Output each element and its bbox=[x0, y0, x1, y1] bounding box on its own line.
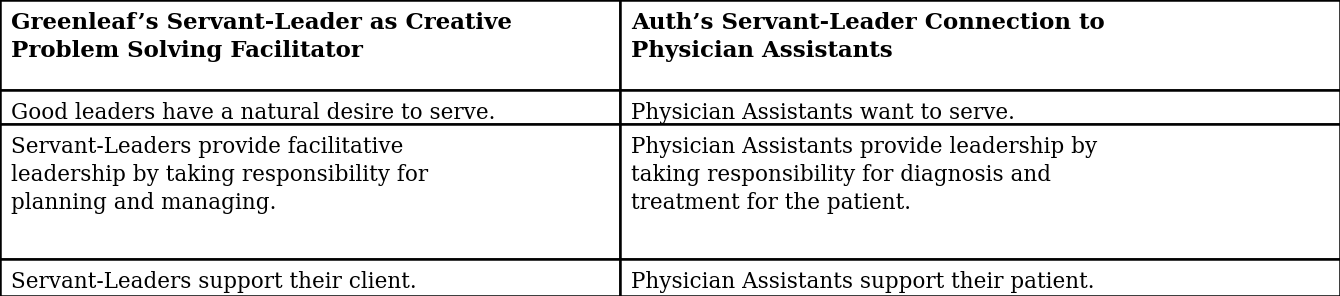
Text: Physician Assistants provide leadership by
taking responsibility for diagnosis a: Physician Assistants provide leadership … bbox=[631, 136, 1097, 214]
Bar bbox=[620, 124, 1340, 259]
Text: Physician Assistants want to serve.: Physician Assistants want to serve. bbox=[631, 102, 1014, 124]
Text: Servant-Leaders provide facilitative
leadership by taking responsibility for
pla: Servant-Leaders provide facilitative lea… bbox=[11, 136, 427, 214]
Text: Physician Assistants support their patient.: Physician Assistants support their patie… bbox=[631, 271, 1095, 293]
Text: Auth’s Servant-Leader Connection to
Physician Assistants: Auth’s Servant-Leader Connection to Phys… bbox=[631, 12, 1106, 62]
Text: Greenleaf’s Servant-Leader as Creative
Problem Solving Facilitator: Greenleaf’s Servant-Leader as Creative P… bbox=[11, 12, 512, 62]
Text: Servant-Leaders support their client.: Servant-Leaders support their client. bbox=[11, 271, 417, 293]
Bar bbox=[620, 0, 1340, 90]
Bar bbox=[620, 259, 1340, 296]
Text: Good leaders have a natural desire to serve.: Good leaders have a natural desire to se… bbox=[11, 102, 494, 124]
Bar bbox=[0, 0, 620, 90]
Bar bbox=[0, 124, 620, 259]
Bar bbox=[0, 259, 620, 296]
Bar bbox=[0, 90, 620, 124]
Bar bbox=[620, 90, 1340, 124]
